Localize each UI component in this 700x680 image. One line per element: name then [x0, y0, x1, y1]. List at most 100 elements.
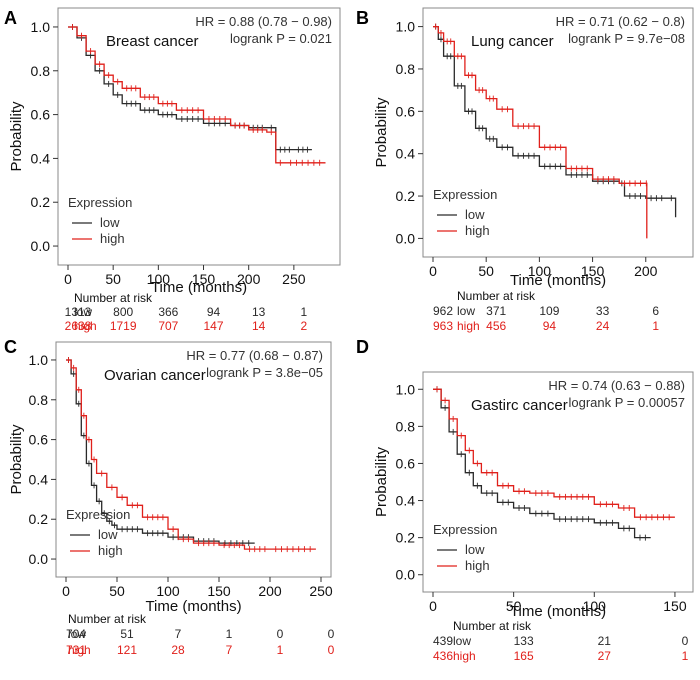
x-tick-label: 200: [237, 271, 261, 287]
y-tick-label: 0.4: [31, 150, 51, 166]
risk-value: 1: [277, 643, 284, 657]
x-tick-label: 150: [192, 271, 216, 287]
risk-value: 133: [514, 634, 534, 648]
km-curve-low: [433, 25, 677, 218]
y-tick-label: 0.6: [396, 455, 416, 471]
chart-title: Lung cancer: [471, 33, 554, 50]
risk-value: 0: [328, 643, 335, 657]
plot-frame: [422, 7, 694, 258]
risk-value: 147: [204, 319, 224, 333]
risk-row-label-low: low: [453, 634, 471, 648]
y-tick-label: 1.0: [396, 19, 416, 35]
plot-frame: [55, 341, 332, 578]
risk-row-label-high: high: [453, 649, 476, 663]
x-tick-label: 0: [429, 263, 437, 279]
x-axis-label: Time (months): [510, 603, 606, 620]
y-tick-label: 0.2: [29, 511, 49, 527]
y-tick-label: 0.8: [396, 418, 416, 434]
risk-table-title: Number at risk: [457, 289, 536, 303]
hazard-ratio-text: HR = 0.74 (0.63 − 0.88): [548, 378, 685, 393]
hazard-ratio-text: HR = 0.88 (0.78 − 0.98): [195, 14, 332, 29]
risk-row-label-high: high: [68, 643, 91, 657]
risk-value: 1: [226, 627, 233, 641]
risk-value: 6: [652, 304, 659, 318]
km-panel-b: B 0.0 0.2 0.4 0.6 0.8 1.0 0 50 100 150 200 Probabili…: [356, 7, 694, 333]
y-axis-label: Probability: [373, 97, 390, 168]
legend-label-low: low: [100, 215, 120, 230]
risk-value: 121: [117, 643, 137, 657]
y-tick-label: 0.8: [396, 61, 416, 77]
y-tick-label: 0.6: [29, 432, 49, 448]
risk-table-title: Number at risk: [68, 612, 147, 626]
risk-row-label-low: low: [68, 627, 86, 641]
x-tick-label: 150: [581, 263, 605, 279]
logrank-p-text: logrank P = 9.7e−08: [568, 31, 685, 46]
panel-letter: A: [4, 8, 17, 28]
x-axis-label: Time (months): [145, 598, 241, 615]
risk-value: 7: [175, 627, 182, 641]
plot-frame: [422, 371, 694, 593]
risk-value: 13: [252, 305, 266, 319]
risk-value: 1: [301, 305, 308, 319]
risk-value: 165: [514, 649, 534, 663]
risk-value: 1719: [110, 319, 137, 333]
risk-table-title: Number at risk: [74, 291, 153, 305]
y-tick-label: 0.8: [29, 392, 49, 408]
risk-value: 94: [207, 305, 221, 319]
panel-letter: D: [356, 337, 369, 357]
y-tick-label: 0.2: [396, 530, 416, 546]
censor-marks-high: [68, 356, 311, 553]
y-axis-label: Probability: [373, 446, 390, 517]
risk-value: 1: [682, 649, 689, 663]
x-tick-label: 0: [429, 598, 437, 614]
y-tick-label: 0.4: [29, 471, 49, 487]
y-tick-label: 0.0: [396, 230, 416, 246]
x-tick-label: 50: [105, 271, 121, 287]
risk-value: 707: [158, 319, 178, 333]
logrank-p-text: logrank P = 3.8e−05: [206, 365, 323, 380]
y-tick-label: 1.0: [396, 381, 416, 397]
legend-label-high: high: [465, 223, 490, 238]
risk-value: 0: [328, 627, 335, 641]
km-curve-high: [433, 25, 648, 239]
y-tick-label: 0.8: [31, 63, 51, 79]
km-curve-high: [66, 359, 316, 550]
risk-value: 1: [652, 319, 659, 333]
legend-label-low: low: [465, 542, 485, 557]
x-tick-label: 0: [62, 583, 70, 599]
x-tick-label: 150: [207, 583, 231, 599]
y-tick-label: 0.2: [31, 194, 51, 210]
censor-marks-high: [436, 386, 670, 521]
risk-value: 14: [252, 319, 266, 333]
chart-title: Ovarian cancer: [104, 367, 206, 384]
legend-label-high: high: [465, 558, 490, 573]
risk-row-label-low: low: [457, 304, 475, 318]
risk-value: 962: [433, 304, 453, 318]
x-tick-label: 250: [282, 271, 306, 287]
risk-value: 51: [120, 627, 134, 641]
risk-value: 2638: [65, 319, 92, 333]
risk-value: 24: [596, 319, 610, 333]
y-tick-label: 1.0: [29, 352, 49, 368]
risk-value: 800: [113, 305, 133, 319]
x-tick-label: 150: [663, 598, 687, 614]
logrank-p-text: logrank P = 0.021: [230, 31, 332, 46]
x-tick-label: 0: [64, 271, 72, 287]
y-tick-label: 0.6: [31, 107, 51, 123]
risk-value: 21: [598, 634, 612, 648]
y-tick-label: 0.2: [396, 188, 416, 204]
risk-value: 28: [171, 643, 185, 657]
x-tick-label: 100: [583, 598, 607, 614]
risk-value: 33: [596, 304, 610, 318]
x-tick-label: 100: [528, 263, 552, 279]
risk-row-label-low: low: [74, 305, 92, 319]
panel-letter: B: [356, 8, 369, 28]
legend-label-high: high: [100, 231, 125, 246]
risk-value: 436: [433, 649, 453, 663]
y-tick-label: 0.4: [396, 493, 416, 509]
risk-value: 109: [539, 304, 559, 318]
risk-value: 371: [486, 304, 506, 318]
y-tick-label: 1.0: [31, 19, 51, 35]
risk-value: 94: [543, 319, 557, 333]
